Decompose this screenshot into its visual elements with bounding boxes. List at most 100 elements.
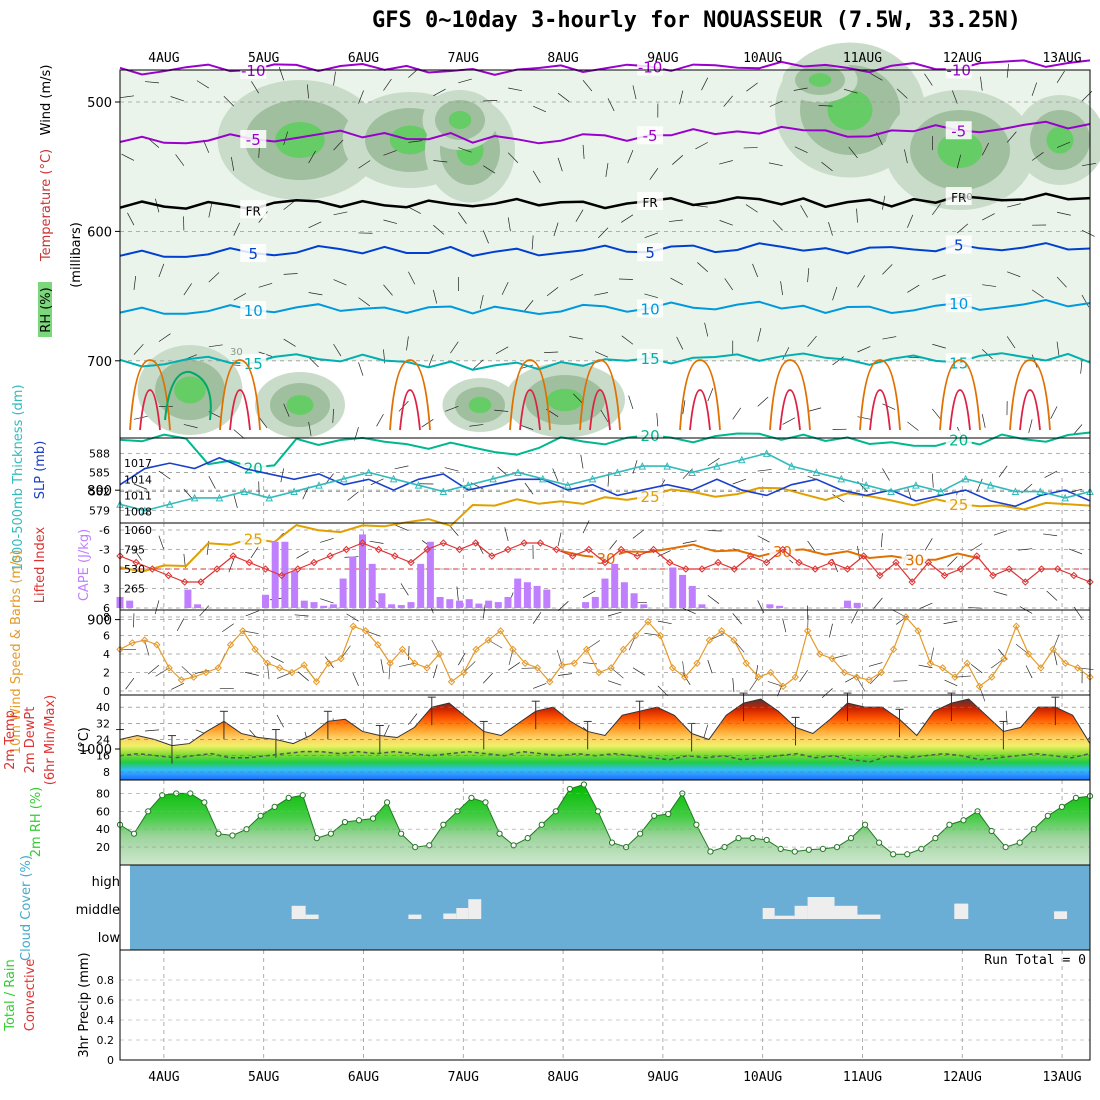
wind-speed-point — [1049, 645, 1057, 654]
rh2m-point — [693, 821, 700, 828]
lifted-point — [876, 571, 884, 580]
isotherm-label: 5 — [645, 244, 655, 262]
ylabel-temp2m: 2m Temp — [3, 710, 18, 770]
ylabel-precip-total: Total / Rain — [3, 959, 18, 1032]
cloud-middle-block — [762, 908, 775, 919]
wind-barb — [782, 618, 787, 633]
ylabel-cape: CAPE (J/kg) — [77, 529, 92, 601]
wind-barb — [932, 408, 942, 421]
wind-barb — [508, 662, 520, 671]
isotherm-label-bg — [637, 57, 664, 76]
wind-barb — [582, 80, 593, 92]
thickness-point — [240, 487, 249, 496]
wind-barb — [970, 543, 983, 552]
wind-speed-point — [902, 613, 910, 621]
wind-barb — [558, 673, 573, 676]
rh-contour-blob — [275, 122, 325, 158]
wind-barb — [333, 211, 348, 216]
y-tick-label: 80 — [96, 787, 110, 800]
x-tick-label-bottom: 13AUG — [1042, 1070, 1081, 1085]
cloud-middle-block — [291, 905, 306, 919]
thickness-point — [812, 468, 821, 476]
rh2m-point — [369, 815, 377, 822]
wind-barb — [807, 407, 822, 412]
x-tick-label-top: 13AUG — [1042, 51, 1081, 66]
wind-barb — [632, 529, 645, 539]
cape-bar — [465, 599, 473, 608]
wind-barb — [308, 150, 316, 164]
thickness-point — [1036, 487, 1045, 496]
wind-barb — [1073, 606, 1083, 619]
rh2m-point — [665, 810, 672, 818]
wind-barb — [719, 160, 733, 165]
wind-barb — [233, 292, 247, 301]
x-tick-label-bottom: 9AUG — [647, 1070, 678, 1085]
lifted-point — [989, 571, 997, 580]
wind-barb — [144, 729, 159, 732]
wind-barb — [600, 409, 609, 423]
wind-barb — [799, 670, 808, 683]
lifted-point — [811, 565, 819, 573]
wind-barb — [598, 227, 609, 239]
lifted-point — [940, 571, 949, 580]
wind-barb — [208, 203, 213, 218]
isotherm--5 — [119, 120, 1091, 145]
isotherm-35 — [219, 359, 261, 431]
wind-speed-point — [681, 673, 689, 681]
wind-barb — [701, 77, 709, 91]
cape-bar — [533, 585, 541, 608]
wind-speed-point — [816, 650, 824, 658]
rh2m-point — [777, 845, 784, 852]
rh2m-point — [1058, 803, 1065, 810]
wind-barb — [1031, 289, 1044, 299]
wind-barb — [508, 87, 523, 92]
wind-barb — [158, 470, 171, 480]
ylabel-rh2m: 2m RH (%) — [29, 787, 44, 858]
wind-barb — [832, 356, 844, 366]
wind-barb — [707, 388, 714, 402]
wind-barb — [133, 275, 137, 290]
wind-speed-point — [951, 673, 959, 681]
thickness-point — [588, 474, 597, 483]
rh-contour-blob — [1046, 126, 1074, 154]
thickness-point — [340, 474, 348, 483]
y-tick-label: high — [92, 875, 120, 890]
wind-barb — [332, 408, 334, 423]
isotherm-cold-pool — [164, 370, 212, 421]
wind-barb — [171, 682, 185, 690]
y-tick-label: 700 — [87, 355, 112, 370]
wind-barb — [682, 540, 697, 544]
cape-bar — [300, 600, 308, 608]
wind-barb-10m — [463, 661, 476, 673]
wind-barb — [358, 160, 371, 169]
wind-barb — [657, 685, 668, 697]
isotherm-35 — [579, 359, 621, 431]
wind-speed-point — [595, 668, 603, 677]
rh2m-point — [918, 845, 925, 852]
isotherm-5 — [119, 242, 1091, 258]
wind-barb — [383, 284, 393, 296]
cape-bar — [184, 589, 192, 608]
wind-barb — [704, 322, 709, 337]
lifted-index-line — [119, 542, 1091, 583]
wind-barb — [907, 214, 914, 228]
wind-barb — [695, 142, 708, 150]
lifted-point — [488, 552, 496, 560]
cape-bar — [776, 605, 784, 608]
wind-barb — [144, 81, 159, 84]
isotherm-label-bg — [637, 126, 664, 145]
lifted-point — [973, 552, 981, 560]
wind-barb — [1007, 271, 1021, 278]
isotherm--10 — [119, 59, 1091, 76]
cloud-middle-block — [954, 903, 969, 919]
wind-barb — [924, 538, 933, 551]
wind-speed-point — [423, 664, 431, 672]
y-tick-label: 0 — [103, 685, 110, 698]
wind-barb — [998, 465, 1008, 478]
y-tick-label-right: 1011 — [124, 489, 152, 502]
wind-barb — [532, 170, 541, 184]
y-tick-label: 8 — [103, 611, 110, 624]
wind-barb — [570, 274, 584, 281]
wind-barb — [433, 664, 438, 679]
wind-barb — [531, 235, 534, 250]
